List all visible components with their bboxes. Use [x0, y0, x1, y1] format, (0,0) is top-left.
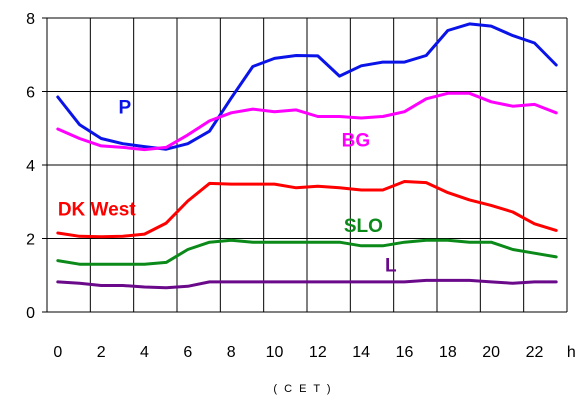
series-label-p: P: [119, 98, 132, 119]
x-tick-label: 8: [227, 344, 236, 361]
y-tick-label: 2: [26, 232, 35, 249]
y-tick-label: 4: [26, 158, 35, 175]
x-tick-label: 0: [53, 344, 62, 361]
x-tick-label: 10: [266, 344, 284, 361]
series-label-dk-west: DK West: [58, 200, 136, 221]
y-tick-label: 6: [26, 85, 35, 102]
x-tick-label: 22: [526, 344, 544, 361]
x-tick-label: 18: [439, 344, 457, 361]
x-tick-label: h: [567, 344, 576, 361]
y-tick-label: 0: [26, 305, 35, 322]
series-line-slo: [56, 238, 558, 266]
x-tick-label: 2: [97, 344, 106, 361]
series-label-slo: SLO: [344, 216, 383, 237]
series-line-bg: [56, 91, 558, 152]
y-axis-ticks: 0 2 4 6 8: [26, 11, 35, 322]
x-tick-label: 4: [140, 344, 149, 361]
series-line-l: [56, 278, 558, 290]
x-tick-label: 6: [183, 344, 192, 361]
series-line-dk-west: [56, 180, 558, 239]
y-tick-label: 8: [26, 11, 35, 28]
x-axis-ticks: 0 2 4 6 8 10 12 14 16 18 20 22 h: [53, 344, 575, 361]
x-tick-label: 14: [352, 344, 370, 361]
series-lines: [56, 22, 558, 290]
series-label-l: L: [385, 256, 397, 277]
x-tick-label: 20: [482, 344, 500, 361]
x-tick-label: 16: [396, 344, 414, 361]
x-tick-label: 12: [309, 344, 327, 361]
series-label-bg: BG: [342, 131, 371, 152]
x-axis-label: ( C E T ): [273, 383, 332, 395]
grid: [42, 17, 568, 313]
series-line-p: [56, 22, 558, 151]
